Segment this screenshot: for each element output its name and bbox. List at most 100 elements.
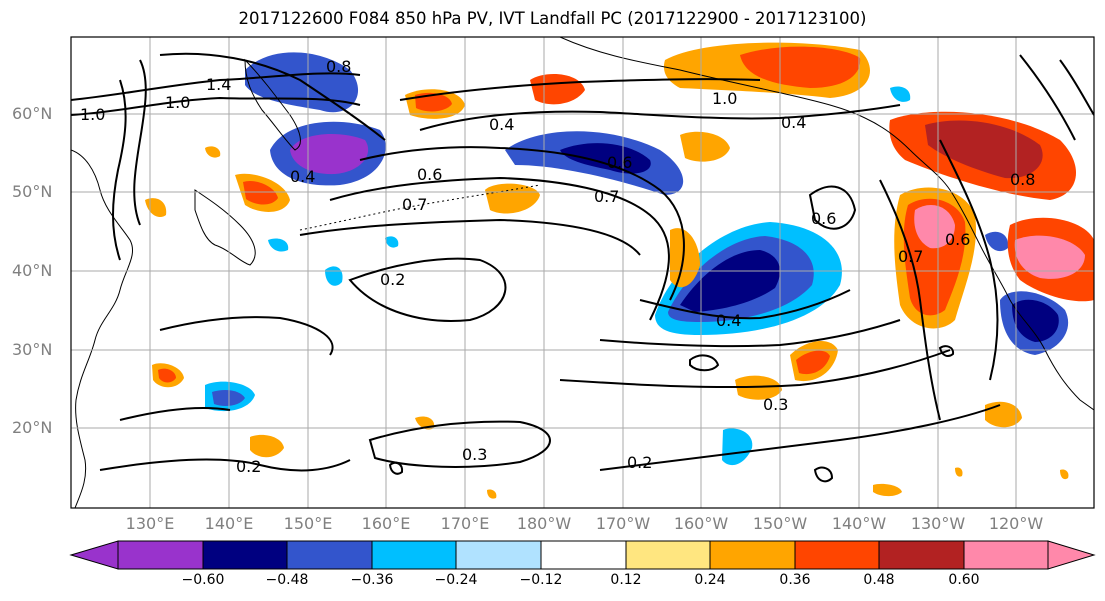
lon-label: 140°W bbox=[831, 514, 887, 533]
colorbar-bin bbox=[286, 540, 373, 570]
colorbar-tick-label: 0.12 bbox=[610, 572, 642, 588]
colorbar-tick-label: −0.12 bbox=[519, 572, 563, 588]
neg-region-west-coast-core bbox=[1012, 299, 1059, 342]
contour-label: 0.6 bbox=[607, 153, 632, 172]
colorbar-bin bbox=[455, 540, 542, 570]
neg-region-okhotsk-core bbox=[290, 134, 369, 175]
map-frame bbox=[70, 36, 1095, 509]
lon-label: 130°E bbox=[125, 514, 175, 533]
pos-region-bc-core bbox=[925, 120, 1043, 179]
pos-region-sw-core bbox=[1014, 235, 1085, 279]
colorbar-bin bbox=[625, 540, 711, 570]
lon-label: 180°W bbox=[516, 514, 572, 533]
lat-label: 20°N bbox=[12, 418, 53, 437]
lon-label: 140°E bbox=[204, 514, 254, 533]
contour-label: 0.4 bbox=[290, 167, 315, 186]
colorbar bbox=[69, 540, 1096, 570]
pos-region-aleutian-east-core bbox=[415, 92, 452, 112]
contour-label: 0.2 bbox=[380, 270, 405, 289]
colorbar-tick-label: 0.24 bbox=[694, 572, 726, 588]
pos-region-gulf-alaska-core bbox=[740, 46, 861, 88]
lon-label: 130°W bbox=[910, 514, 966, 533]
neg-region-central-core bbox=[680, 250, 780, 312]
neg-region-kamchatka bbox=[245, 52, 359, 113]
pos-region-small-e bbox=[487, 489, 497, 499]
contour-label: 0.4 bbox=[489, 115, 514, 134]
lat-label: 40°N bbox=[12, 261, 53, 280]
contour-label: 0.6 bbox=[417, 165, 442, 184]
contour-label: 0.6 bbox=[811, 209, 836, 228]
contour-label: 1.4 bbox=[206, 75, 231, 94]
coastline-na-west bbox=[909, 149, 1094, 411]
colorbar-bin bbox=[794, 540, 880, 570]
coastline-japan bbox=[194, 189, 256, 266]
pos-region-small-d bbox=[1060, 469, 1069, 480]
colorbar-bin bbox=[878, 540, 965, 570]
colorbar-bin bbox=[540, 540, 627, 570]
contour-label: 0.8 bbox=[1010, 170, 1035, 189]
colorbar-tick-label: 0.48 bbox=[863, 572, 895, 588]
coastlines bbox=[71, 37, 1094, 508]
contour-label: 1.0 bbox=[80, 105, 105, 124]
lon-label: 160°E bbox=[361, 514, 411, 533]
colorbar-bin bbox=[709, 540, 796, 570]
lon-label: 160°W bbox=[673, 514, 729, 533]
pos-region-west-1-core bbox=[158, 368, 176, 383]
lat-label: 30°N bbox=[12, 340, 53, 359]
colorbar-bin bbox=[117, 540, 204, 570]
contour-label: 0.2 bbox=[236, 457, 261, 476]
contour-label: 0.8 bbox=[326, 57, 351, 76]
contour-label: 1.0 bbox=[712, 89, 737, 108]
colorbar-max-arrow bbox=[1047, 540, 1096, 570]
lon-label: 150°W bbox=[752, 514, 808, 533]
colorbar-tick-label: 0.36 bbox=[779, 572, 811, 588]
ivt-contours bbox=[71, 52, 1094, 483]
pos-region-hawaii-north bbox=[670, 228, 700, 288]
pos-region-west-2 bbox=[250, 434, 284, 458]
colorbar-tick-label: −0.36 bbox=[350, 572, 394, 588]
neg-region-small-5 bbox=[890, 86, 911, 102]
colorbar-tick-label: −0.24 bbox=[434, 572, 478, 588]
contour-label: 1.0 bbox=[165, 93, 190, 112]
lon-label: 150°E bbox=[283, 514, 333, 533]
lon-label: 170°W bbox=[595, 514, 651, 533]
contour-label: 0.4 bbox=[716, 311, 741, 330]
contour-label: 0.7 bbox=[594, 187, 619, 206]
coastline-alaska bbox=[559, 37, 911, 151]
colorbar-bin bbox=[963, 540, 1049, 570]
colorbar-tick-label: −0.60 bbox=[181, 572, 225, 588]
lon-label: 120°W bbox=[988, 514, 1044, 533]
pos-region-small-f bbox=[955, 467, 963, 477]
neg-region-small-3 bbox=[722, 428, 753, 466]
contour-label: 0.7 bbox=[898, 247, 923, 266]
neg-region-aleutian-core bbox=[560, 143, 651, 174]
pos-region-japan-core bbox=[243, 180, 278, 205]
lat-label: 50°N bbox=[12, 182, 53, 201]
pos-region-small-c bbox=[873, 483, 902, 497]
neg-region-small-6 bbox=[268, 238, 289, 252]
pos-region-ca-core bbox=[914, 205, 955, 249]
positive-anomaly-regions bbox=[145, 42, 1094, 499]
map-title: 2017122600 F084 850 hPa PV, IVT Landfall… bbox=[238, 9, 867, 28]
graticule bbox=[71, 37, 1094, 508]
contour-label: 0.4 bbox=[781, 113, 806, 132]
lon-label: 170°E bbox=[440, 514, 490, 533]
contour-label: 0.6 bbox=[945, 230, 970, 249]
negative-anomaly-regions bbox=[205, 52, 1069, 466]
map-plot-area bbox=[71, 37, 1094, 508]
neg-region-small-7 bbox=[385, 236, 399, 248]
contour-label: 0.3 bbox=[462, 445, 487, 464]
pos-region-small-a bbox=[205, 146, 221, 158]
colorbar-min-arrow bbox=[69, 540, 119, 570]
contour-label-layer: 1.4 1.0 1.0 0.8 0.6 0.4 0.7 0.6 0.4 1.0 … bbox=[80, 57, 1035, 476]
colorbar-tick-label: −0.48 bbox=[265, 572, 309, 588]
pos-region-east-small bbox=[680, 131, 730, 162]
neg-region-small-4 bbox=[985, 231, 1009, 252]
colorbar-tick-label: 0.60 bbox=[948, 572, 980, 588]
coastline-asia bbox=[71, 149, 134, 508]
contour-label: 0.2 bbox=[627, 453, 652, 472]
contour-label: 0.7 bbox=[402, 195, 427, 214]
pos-region-dateline bbox=[485, 183, 540, 214]
pos-region-south-1-core bbox=[796, 350, 830, 375]
colorbar-bin bbox=[202, 540, 288, 570]
